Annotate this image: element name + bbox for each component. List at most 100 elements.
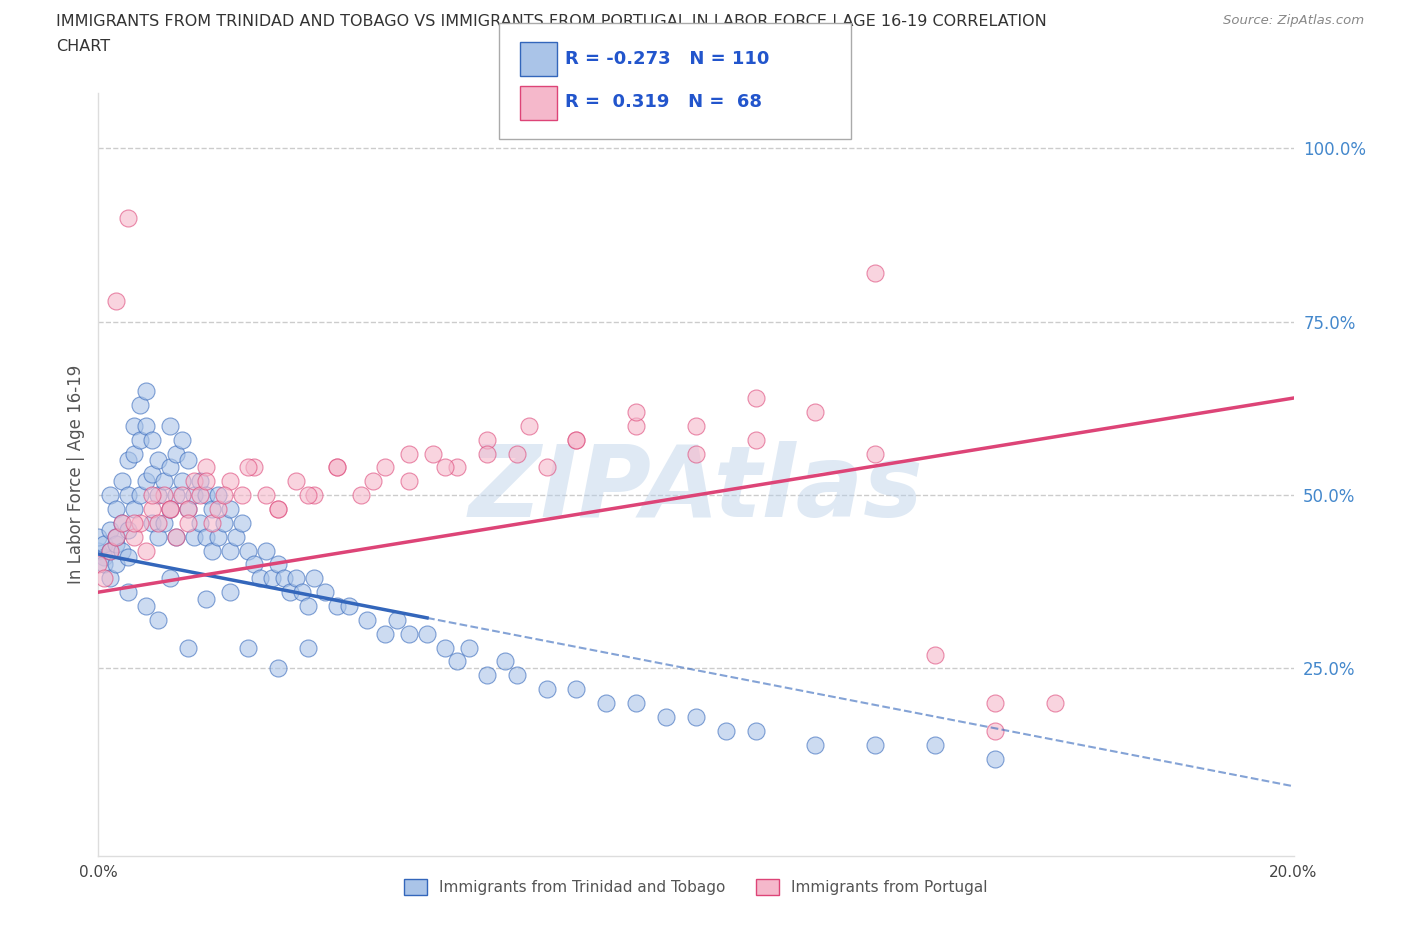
Point	[98, 543, 122, 558]
Point	[302, 571, 325, 586]
Point	[714, 724, 737, 738]
Point	[536, 682, 558, 697]
Point	[685, 710, 707, 724]
Point	[93, 571, 115, 586]
Point	[225, 529, 247, 544]
Point	[129, 487, 152, 502]
Point	[188, 473, 211, 488]
Point	[865, 266, 887, 281]
Text: CHART: CHART	[56, 39, 110, 54]
Point	[159, 501, 181, 516]
Point	[626, 696, 648, 711]
Point	[536, 460, 558, 475]
Point	[685, 418, 707, 433]
Point	[219, 585, 242, 600]
Point	[111, 515, 134, 530]
Point	[231, 515, 253, 530]
Point	[565, 432, 588, 447]
Point	[177, 515, 200, 530]
Point	[98, 487, 122, 502]
Point	[141, 432, 163, 447]
Point	[111, 543, 134, 558]
Point	[284, 571, 307, 586]
Point	[398, 446, 420, 461]
Point	[105, 537, 128, 551]
Point	[148, 515, 170, 530]
Point	[984, 696, 1007, 711]
Point	[124, 515, 146, 530]
Point	[124, 501, 146, 516]
Point	[183, 529, 205, 544]
Point	[195, 529, 218, 544]
Point	[148, 613, 170, 628]
Point	[302, 487, 325, 502]
Point	[804, 405, 827, 419]
Point	[183, 487, 205, 502]
Point	[172, 473, 194, 488]
Point	[117, 487, 139, 502]
Y-axis label: In Labor Force | Age 16-19: In Labor Force | Age 16-19	[66, 365, 84, 584]
Point	[124, 446, 146, 461]
Text: ZIPAtlas: ZIPAtlas	[468, 441, 924, 538]
Point	[124, 529, 146, 544]
Point	[865, 737, 887, 752]
Point	[745, 432, 768, 447]
Point	[105, 501, 128, 516]
Point	[506, 446, 529, 461]
Point	[135, 418, 157, 433]
Legend: Immigrants from Trinidad and Tobago, Immigrants from Portugal: Immigrants from Trinidad and Tobago, Imm…	[398, 873, 994, 901]
Point	[356, 613, 378, 628]
Point	[517, 418, 540, 433]
Point	[87, 543, 110, 558]
Point	[422, 446, 444, 461]
Point	[148, 529, 170, 544]
Point	[236, 460, 259, 475]
Point	[984, 751, 1007, 766]
Point	[363, 473, 385, 488]
Point	[177, 453, 200, 468]
Point	[165, 487, 187, 502]
Point	[595, 696, 617, 711]
Point	[117, 523, 139, 538]
Point	[188, 515, 211, 530]
Point	[475, 432, 498, 447]
Point	[685, 446, 707, 461]
Point	[249, 571, 271, 586]
Point	[398, 626, 420, 641]
Point	[117, 210, 139, 225]
Point	[93, 557, 115, 572]
Point	[141, 501, 163, 516]
Point	[117, 550, 139, 565]
Point	[267, 661, 290, 676]
Point	[159, 501, 181, 516]
Point	[201, 543, 224, 558]
Point	[165, 446, 187, 461]
Point	[87, 557, 110, 572]
Point	[446, 654, 468, 669]
Point	[129, 432, 152, 447]
Point	[416, 626, 439, 641]
Text: IMMIGRANTS FROM TRINIDAD AND TOBAGO VS IMMIGRANTS FROM PORTUGAL IN LABOR FORCE |: IMMIGRANTS FROM TRINIDAD AND TOBAGO VS I…	[56, 14, 1047, 30]
Point	[105, 529, 128, 544]
Point	[231, 487, 253, 502]
Point	[98, 571, 122, 586]
Point	[434, 640, 457, 655]
Point	[284, 473, 307, 488]
Point	[254, 487, 277, 502]
Point	[129, 515, 152, 530]
Point	[153, 473, 176, 488]
Text: R = -0.273   N = 110: R = -0.273 N = 110	[565, 49, 769, 68]
Point	[339, 599, 361, 614]
Point	[374, 626, 396, 641]
Point	[153, 487, 176, 502]
Point	[153, 515, 176, 530]
Point	[924, 647, 946, 662]
Point	[117, 453, 139, 468]
Point	[243, 557, 266, 572]
Point	[326, 599, 349, 614]
Point	[159, 501, 181, 516]
Point	[273, 571, 295, 586]
Text: Source: ZipAtlas.com: Source: ZipAtlas.com	[1223, 14, 1364, 27]
Point	[446, 460, 468, 475]
Point	[219, 501, 242, 516]
